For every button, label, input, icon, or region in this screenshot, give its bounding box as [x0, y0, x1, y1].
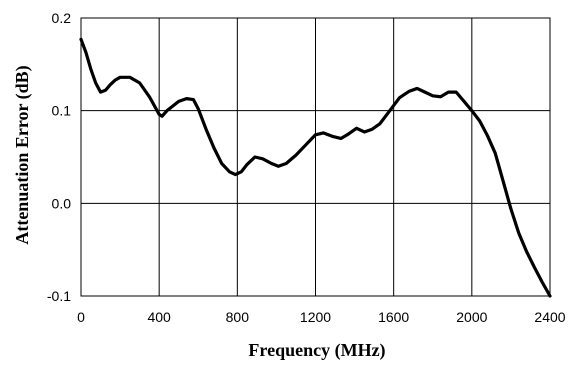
- y-axis-title: Attenuation Error (dB): [12, 65, 33, 244]
- x-axis-title: Frequency (MHz): [248, 340, 385, 361]
- y-tick-label: 0.1: [52, 103, 72, 119]
- y-tick-label: 0.0: [52, 195, 72, 211]
- grid-layer: [80, 17, 551, 297]
- y-tick-label: -0.1: [47, 288, 71, 304]
- series-line: [79, 37, 552, 298]
- tick-label-layer: 0 400 800 1200 1600 2000 2400 -0.1 0.0 0.1 0.2: [47, 10, 566, 325]
- x-tick-label: 1600: [378, 309, 409, 325]
- x-tick-label: 0: [77, 309, 85, 325]
- x-tick-label: 400: [147, 309, 171, 325]
- x-tick-label: 2400: [534, 309, 565, 325]
- x-tick-label: 2000: [456, 309, 487, 325]
- series-layer: [79, 37, 552, 298]
- x-tick-label: 800: [226, 309, 250, 325]
- y-tick-label: 0.2: [52, 10, 72, 26]
- plot-frame: [80, 17, 551, 297]
- x-tick-label: 1200: [300, 309, 331, 325]
